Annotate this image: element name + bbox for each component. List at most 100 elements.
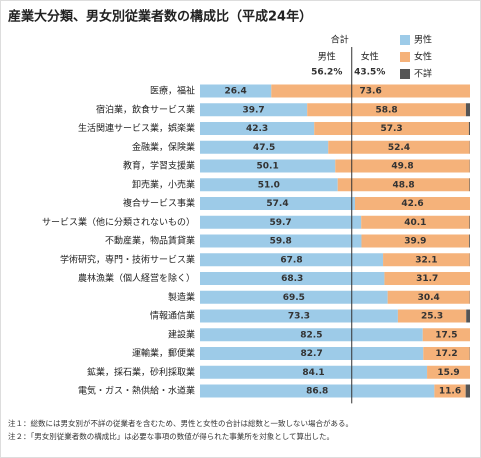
bar-segment bbox=[335, 159, 470, 173]
value-label: 86.8 bbox=[306, 387, 328, 397]
bar-segment bbox=[200, 234, 362, 248]
bar-segment bbox=[271, 84, 470, 98]
value-label: 26.4 bbox=[225, 87, 247, 97]
bar-segment bbox=[397, 309, 467, 323]
value-label: 39.7 bbox=[242, 105, 264, 115]
total-value: 56.2% bbox=[311, 68, 342, 78]
category-label: 金融業，保険業 bbox=[132, 141, 195, 153]
category-label: 宿泊業，飲食サービス業 bbox=[96, 103, 195, 115]
value-label: 48.8 bbox=[392, 180, 414, 190]
bar-segment bbox=[354, 197, 470, 210]
value-label: 57.3 bbox=[380, 124, 402, 134]
value-label: 40.1 bbox=[404, 218, 426, 228]
value-label: 68.3 bbox=[281, 274, 303, 284]
value-label: 82.7 bbox=[301, 349, 323, 359]
value-label: 42.3 bbox=[246, 124, 268, 134]
value-label: 82.5 bbox=[300, 330, 322, 340]
value-label: 31.7 bbox=[416, 274, 438, 284]
category-label: 農林漁業（個人経営を除く） bbox=[78, 272, 195, 284]
value-label: 49.8 bbox=[391, 162, 413, 172]
value-label: 73.6 bbox=[360, 87, 382, 97]
value-label: 50.1 bbox=[257, 162, 279, 172]
legend-swatch bbox=[400, 35, 410, 45]
category-label: 医療，福祉 bbox=[150, 85, 195, 97]
value-label: 58.8 bbox=[375, 105, 397, 115]
bar-segment bbox=[307, 103, 466, 117]
category-label: 卸売業，小売業 bbox=[132, 178, 195, 190]
value-label: 84.1 bbox=[302, 368, 324, 378]
bar-segment bbox=[469, 178, 470, 192]
bar-segment bbox=[200, 140, 329, 154]
bar-segment bbox=[200, 178, 338, 192]
bar-segment bbox=[434, 384, 466, 398]
bar-segment bbox=[337, 178, 470, 192]
bar-segment bbox=[200, 215, 362, 229]
bar-segment bbox=[466, 309, 470, 323]
total-name: 女性 bbox=[361, 51, 379, 63]
bar-segment bbox=[383, 253, 470, 267]
bar-segment bbox=[200, 365, 428, 379]
total-label: 合計 bbox=[331, 34, 349, 46]
value-label: 25.3 bbox=[421, 312, 443, 322]
note: 注１：総数には男女別が不詳の従業者を含むため、男性と女性の合計は総数と一致しない… bbox=[8, 418, 353, 428]
value-label: 17.2 bbox=[435, 349, 457, 359]
bar-segment bbox=[200, 253, 384, 267]
bar-segment bbox=[465, 103, 470, 117]
category-label: 鉱業，採石業，砂利採取業 bbox=[87, 366, 195, 378]
bar-segment bbox=[200, 103, 308, 117]
category-label: 建設業 bbox=[168, 328, 195, 340]
bar-segment bbox=[384, 272, 470, 285]
category-label: サービス業（他に分類されないもの） bbox=[42, 216, 195, 228]
note: 注２：「男女別従業者数の構成比」は必要な事項の数値が得られた事業所を対象として算… bbox=[8, 431, 334, 441]
category-label: 不動産業，物品賃貸業 bbox=[105, 235, 195, 247]
bar-segment bbox=[387, 290, 470, 304]
bar-segment bbox=[361, 215, 470, 229]
legend-swatch bbox=[400, 69, 410, 79]
bar-segment bbox=[314, 122, 469, 135]
category-label: 電気・ガス・熱供給・水道業 bbox=[78, 385, 195, 397]
value-label: 57.4 bbox=[266, 199, 288, 209]
bar-segment bbox=[200, 122, 315, 135]
value-label: 59.7 bbox=[269, 218, 291, 228]
bar-segment bbox=[361, 234, 470, 248]
chart-title: 産業大分類、男女別従業者数の構成比（平成24年） bbox=[8, 9, 312, 25]
total-name: 男性 bbox=[318, 51, 336, 63]
bar-segment bbox=[200, 84, 272, 98]
value-label: 67.8 bbox=[280, 255, 302, 265]
legend-label: 不詳 bbox=[414, 68, 432, 80]
legend-swatch bbox=[400, 52, 410, 62]
value-label: 32.1 bbox=[415, 255, 437, 265]
value-label: 59.8 bbox=[270, 237, 292, 247]
bar-segment bbox=[328, 140, 470, 154]
bar-segment bbox=[200, 384, 435, 398]
value-label: 69.5 bbox=[283, 293, 305, 303]
legend-label: 男性 bbox=[414, 34, 432, 46]
legend-label: 女性 bbox=[414, 51, 432, 63]
value-label: 30.4 bbox=[418, 293, 440, 303]
bar-segment bbox=[427, 365, 470, 379]
category-label: 運輸業，郵便業 bbox=[132, 347, 195, 359]
category-label: 生活関連サービス業，娯楽業 bbox=[78, 122, 195, 134]
value-label: 51.0 bbox=[258, 180, 280, 190]
value-label: 73.3 bbox=[288, 312, 310, 322]
bar-segment bbox=[422, 328, 470, 342]
total-value: 43.5% bbox=[354, 68, 385, 78]
bar-segment bbox=[423, 347, 470, 360]
category-label: 複合サービス事業 bbox=[123, 197, 195, 209]
bar-segment bbox=[200, 347, 424, 360]
bar-segment bbox=[200, 159, 336, 173]
bar-segment bbox=[465, 384, 470, 398]
value-label: 17.5 bbox=[435, 330, 457, 340]
value-label: 42.6 bbox=[401, 199, 423, 209]
bar-segment bbox=[469, 234, 470, 248]
bar-segment bbox=[469, 215, 470, 229]
bar-segment bbox=[200, 309, 398, 323]
bar-segment bbox=[468, 122, 470, 135]
value-label: 15.9 bbox=[437, 368, 459, 378]
bar-segment bbox=[200, 290, 388, 304]
bar-segment bbox=[200, 197, 355, 210]
bar-segment bbox=[200, 328, 423, 342]
bar-segment bbox=[200, 272, 385, 285]
category-label: 情報通信業 bbox=[150, 310, 195, 322]
